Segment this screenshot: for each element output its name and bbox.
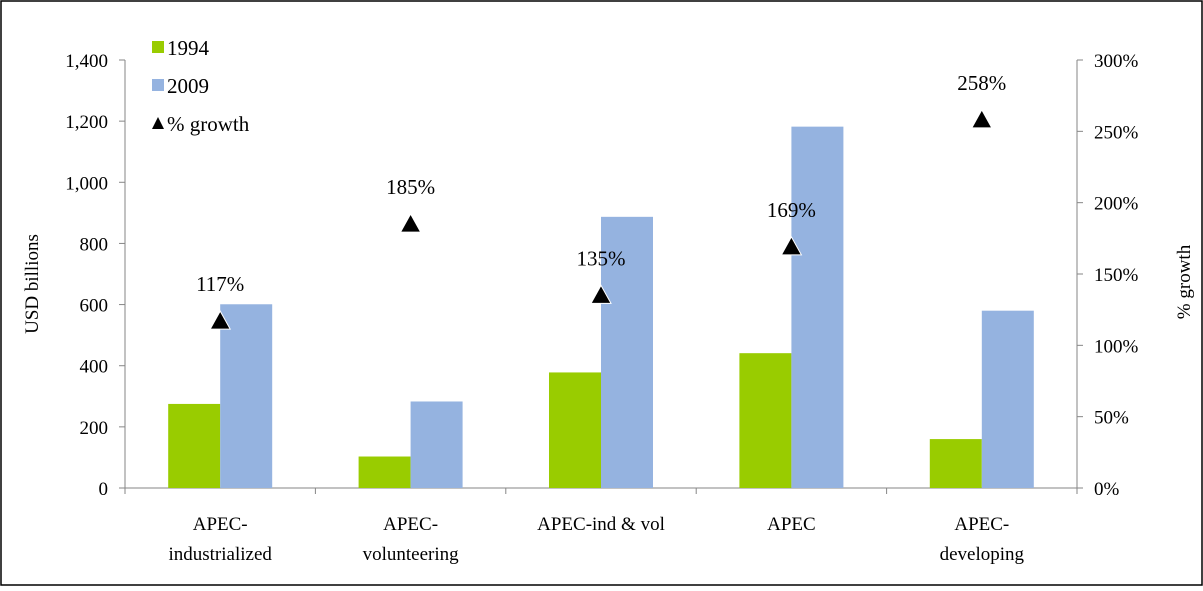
growth-data-label: 185% — [386, 175, 435, 199]
left-tick-label: 600 — [80, 296, 109, 317]
left-tick-label: 200 — [80, 418, 109, 439]
y2-axis-title: % growth — [1174, 244, 1195, 319]
left-tick-label: 1,000 — [65, 173, 108, 194]
bar-2009 — [981, 310, 1034, 488]
growth-data-label: 169% — [767, 198, 816, 222]
growth-marker — [590, 284, 612, 304]
legend-label: % growth — [167, 112, 250, 136]
left-tick-label: 1,400 — [65, 51, 108, 72]
bar-2009 — [791, 126, 844, 488]
left-tick-label: 1,200 — [65, 112, 108, 133]
bar-1994 — [739, 353, 792, 488]
category-label-line: developing — [940, 544, 1025, 565]
growth-marker — [399, 213, 422, 233]
legend-swatch-growth — [152, 117, 164, 129]
growth-data-label: 117% — [196, 272, 244, 296]
left-tick-label: 0 — [99, 479, 109, 500]
bar-1994 — [358, 456, 411, 488]
legend-label: 1994 — [167, 36, 210, 60]
right-tick-label: 50% — [1094, 408, 1129, 429]
category-label-line: volunteering — [363, 544, 460, 565]
category-label-line: industrialized — [168, 544, 272, 565]
legend-swatch-2009 — [152, 79, 164, 91]
category-label-line: APEC- — [193, 514, 248, 535]
left-tick-label: 400 — [80, 357, 109, 378]
right-tick-label: 200% — [1094, 194, 1139, 215]
right-tick-label: 250% — [1094, 122, 1139, 143]
category-label-line: APEC-ind & vol — [537, 514, 665, 535]
left-tick-label: 800 — [80, 234, 109, 255]
right-tick-label: 150% — [1094, 265, 1139, 286]
category-label-line: APEC- — [954, 514, 1009, 535]
bar-1994 — [168, 403, 221, 488]
bar-1994 — [929, 439, 982, 488]
category-label: APEC-ind & vol — [537, 514, 665, 535]
growth-marker — [970, 108, 993, 129]
category-label-line: APEC — [767, 514, 816, 535]
bar-2009 — [410, 401, 463, 488]
growth-marker — [780, 235, 803, 256]
bar-1994 — [549, 372, 601, 488]
right-tick-label: 0% — [1094, 479, 1120, 500]
growth-data-label: 135% — [577, 246, 626, 270]
category-label: APEC-volunteering — [363, 514, 460, 565]
category-label: APEC-industrialized — [168, 514, 272, 565]
category-label: APEC — [767, 514, 816, 535]
bar-2009 — [601, 216, 653, 488]
bar-2009 — [220, 304, 273, 488]
category-label: APEC-developing — [940, 514, 1025, 565]
right-tick-label: 300% — [1094, 51, 1139, 72]
category-label-line: APEC- — [383, 514, 438, 535]
y-axis-title: USD billions — [22, 234, 43, 334]
growth-marker — [209, 310, 232, 330]
right-tick-label: 100% — [1094, 336, 1139, 357]
legend-swatch-1994 — [152, 41, 164, 53]
growth-data-label: 258% — [957, 71, 1006, 95]
legend-label: 2009 — [167, 74, 209, 98]
